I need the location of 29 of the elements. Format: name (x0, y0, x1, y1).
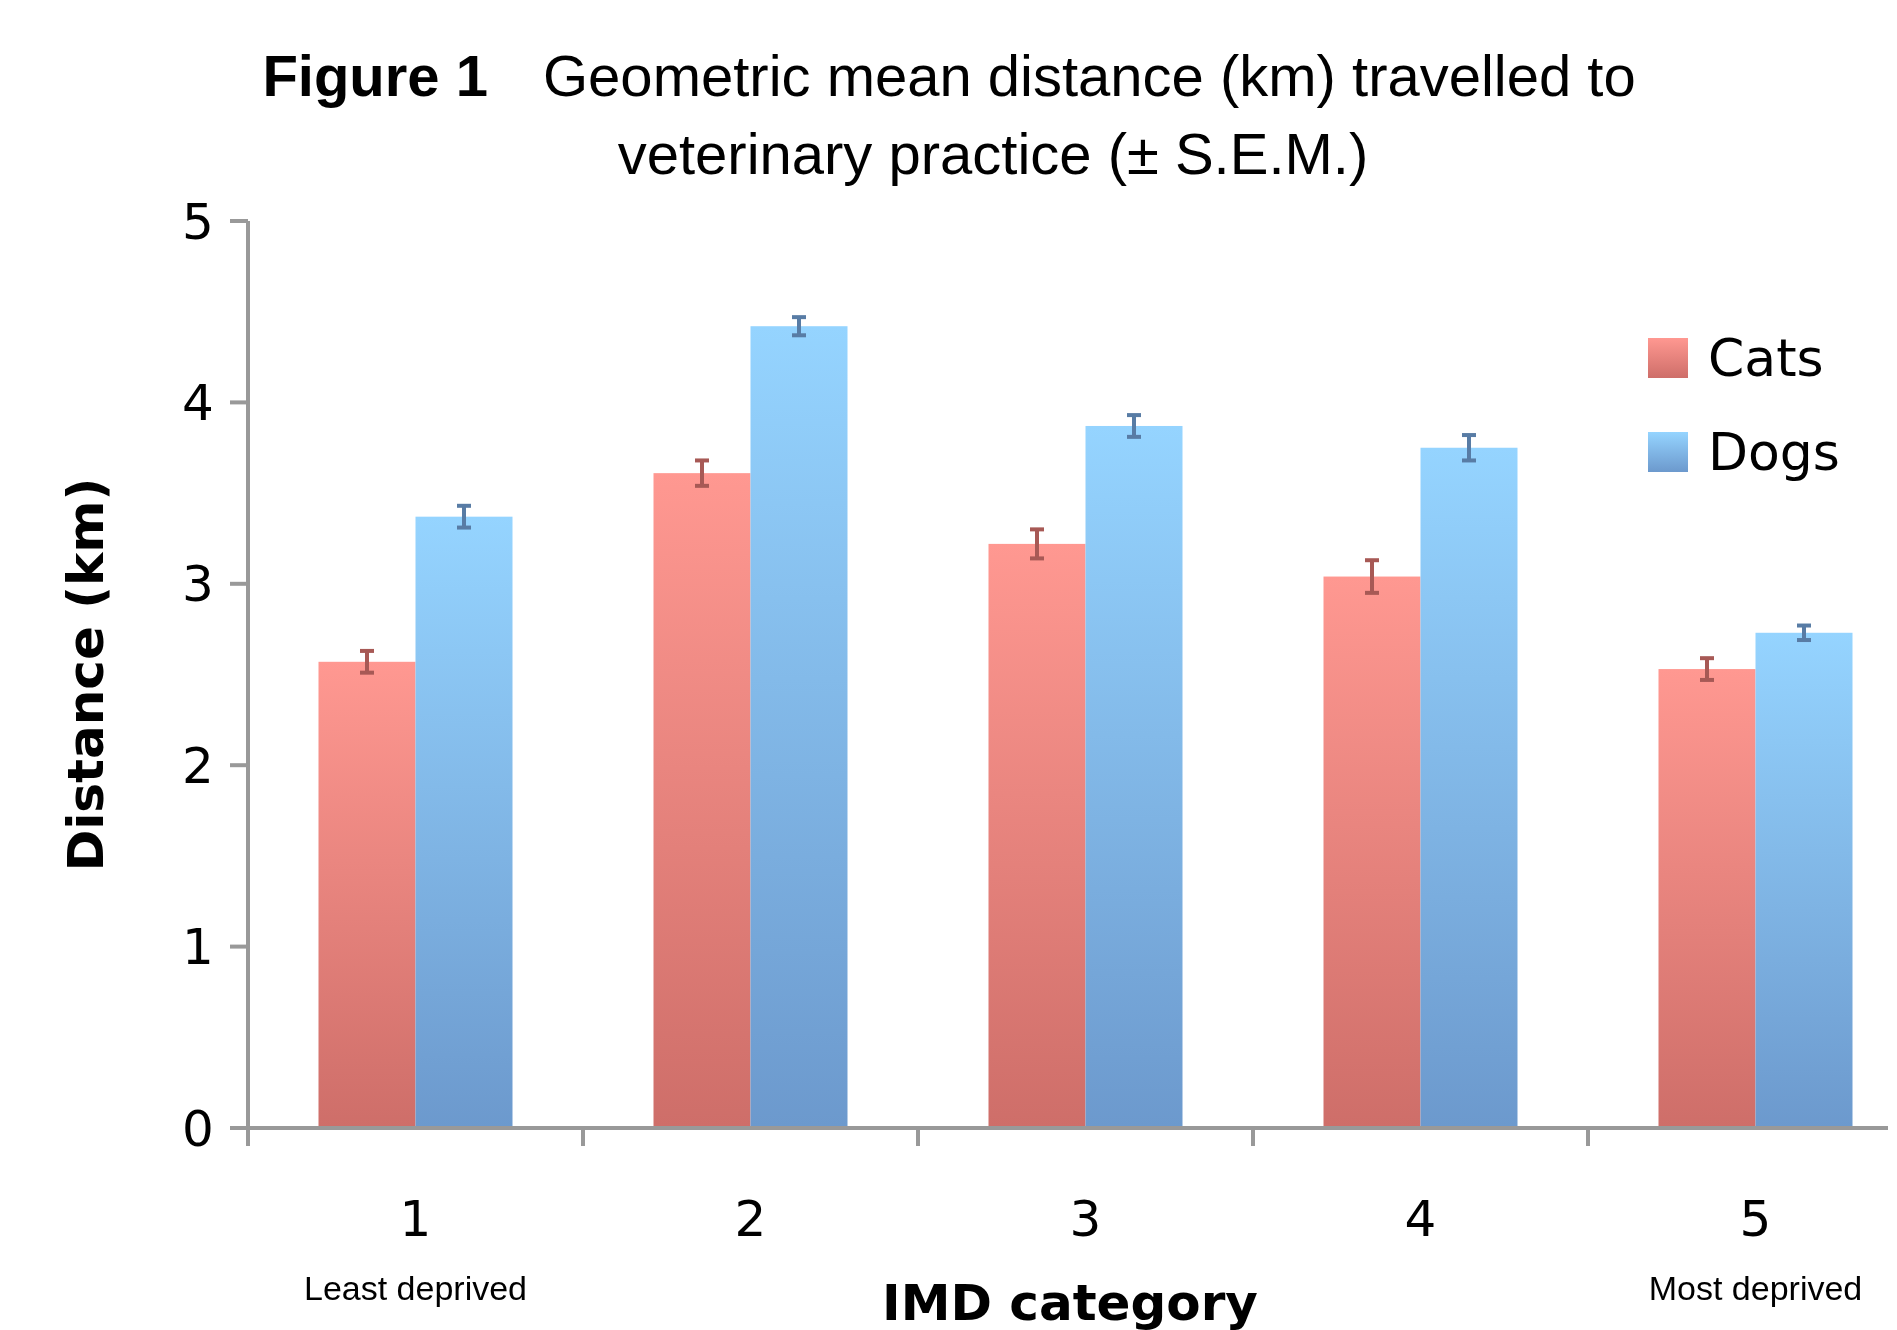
legend-label: Dogs (1708, 422, 1840, 483)
x-axis-title: IMD category (882, 1274, 1258, 1330)
chart-title: Figure 1 (262, 43, 488, 108)
y-tick-label: 5 (182, 192, 214, 251)
y-tick-label: 0 (182, 1099, 214, 1158)
bar (1755, 632, 1853, 1128)
x-tick-label: 5 (1739, 1190, 1772, 1248)
y-tick-label: 1 (182, 918, 214, 977)
legend-label: Cats (1708, 328, 1824, 389)
text: Most deprived (1648, 1269, 1863, 1307)
y-tick-label: 3 (182, 555, 214, 614)
y-tick-label: 2 (182, 736, 214, 795)
x-tick-label: 2 (734, 1190, 767, 1248)
bar (1323, 576, 1421, 1128)
y-tick-label: 4 (182, 373, 214, 432)
y-axis-title: Distance (km) (57, 477, 115, 872)
bar (415, 516, 513, 1128)
x-tick-label: 4 (1404, 1190, 1437, 1248)
bar (1658, 669, 1756, 1128)
bar (750, 326, 848, 1128)
bar (1085, 425, 1183, 1128)
text: Least deprived (303, 1269, 528, 1307)
x-tick-label: 1 (399, 1190, 432, 1248)
x-tick-label: 3 (1069, 1190, 1102, 1248)
bar (318, 661, 416, 1128)
chart-subtitle: Geometric mean distance (km) travelled to veterinary practice (± S.E.M.) (543, 43, 1636, 186)
bar (988, 543, 1086, 1128)
bar (653, 473, 751, 1128)
bar (1420, 447, 1518, 1128)
